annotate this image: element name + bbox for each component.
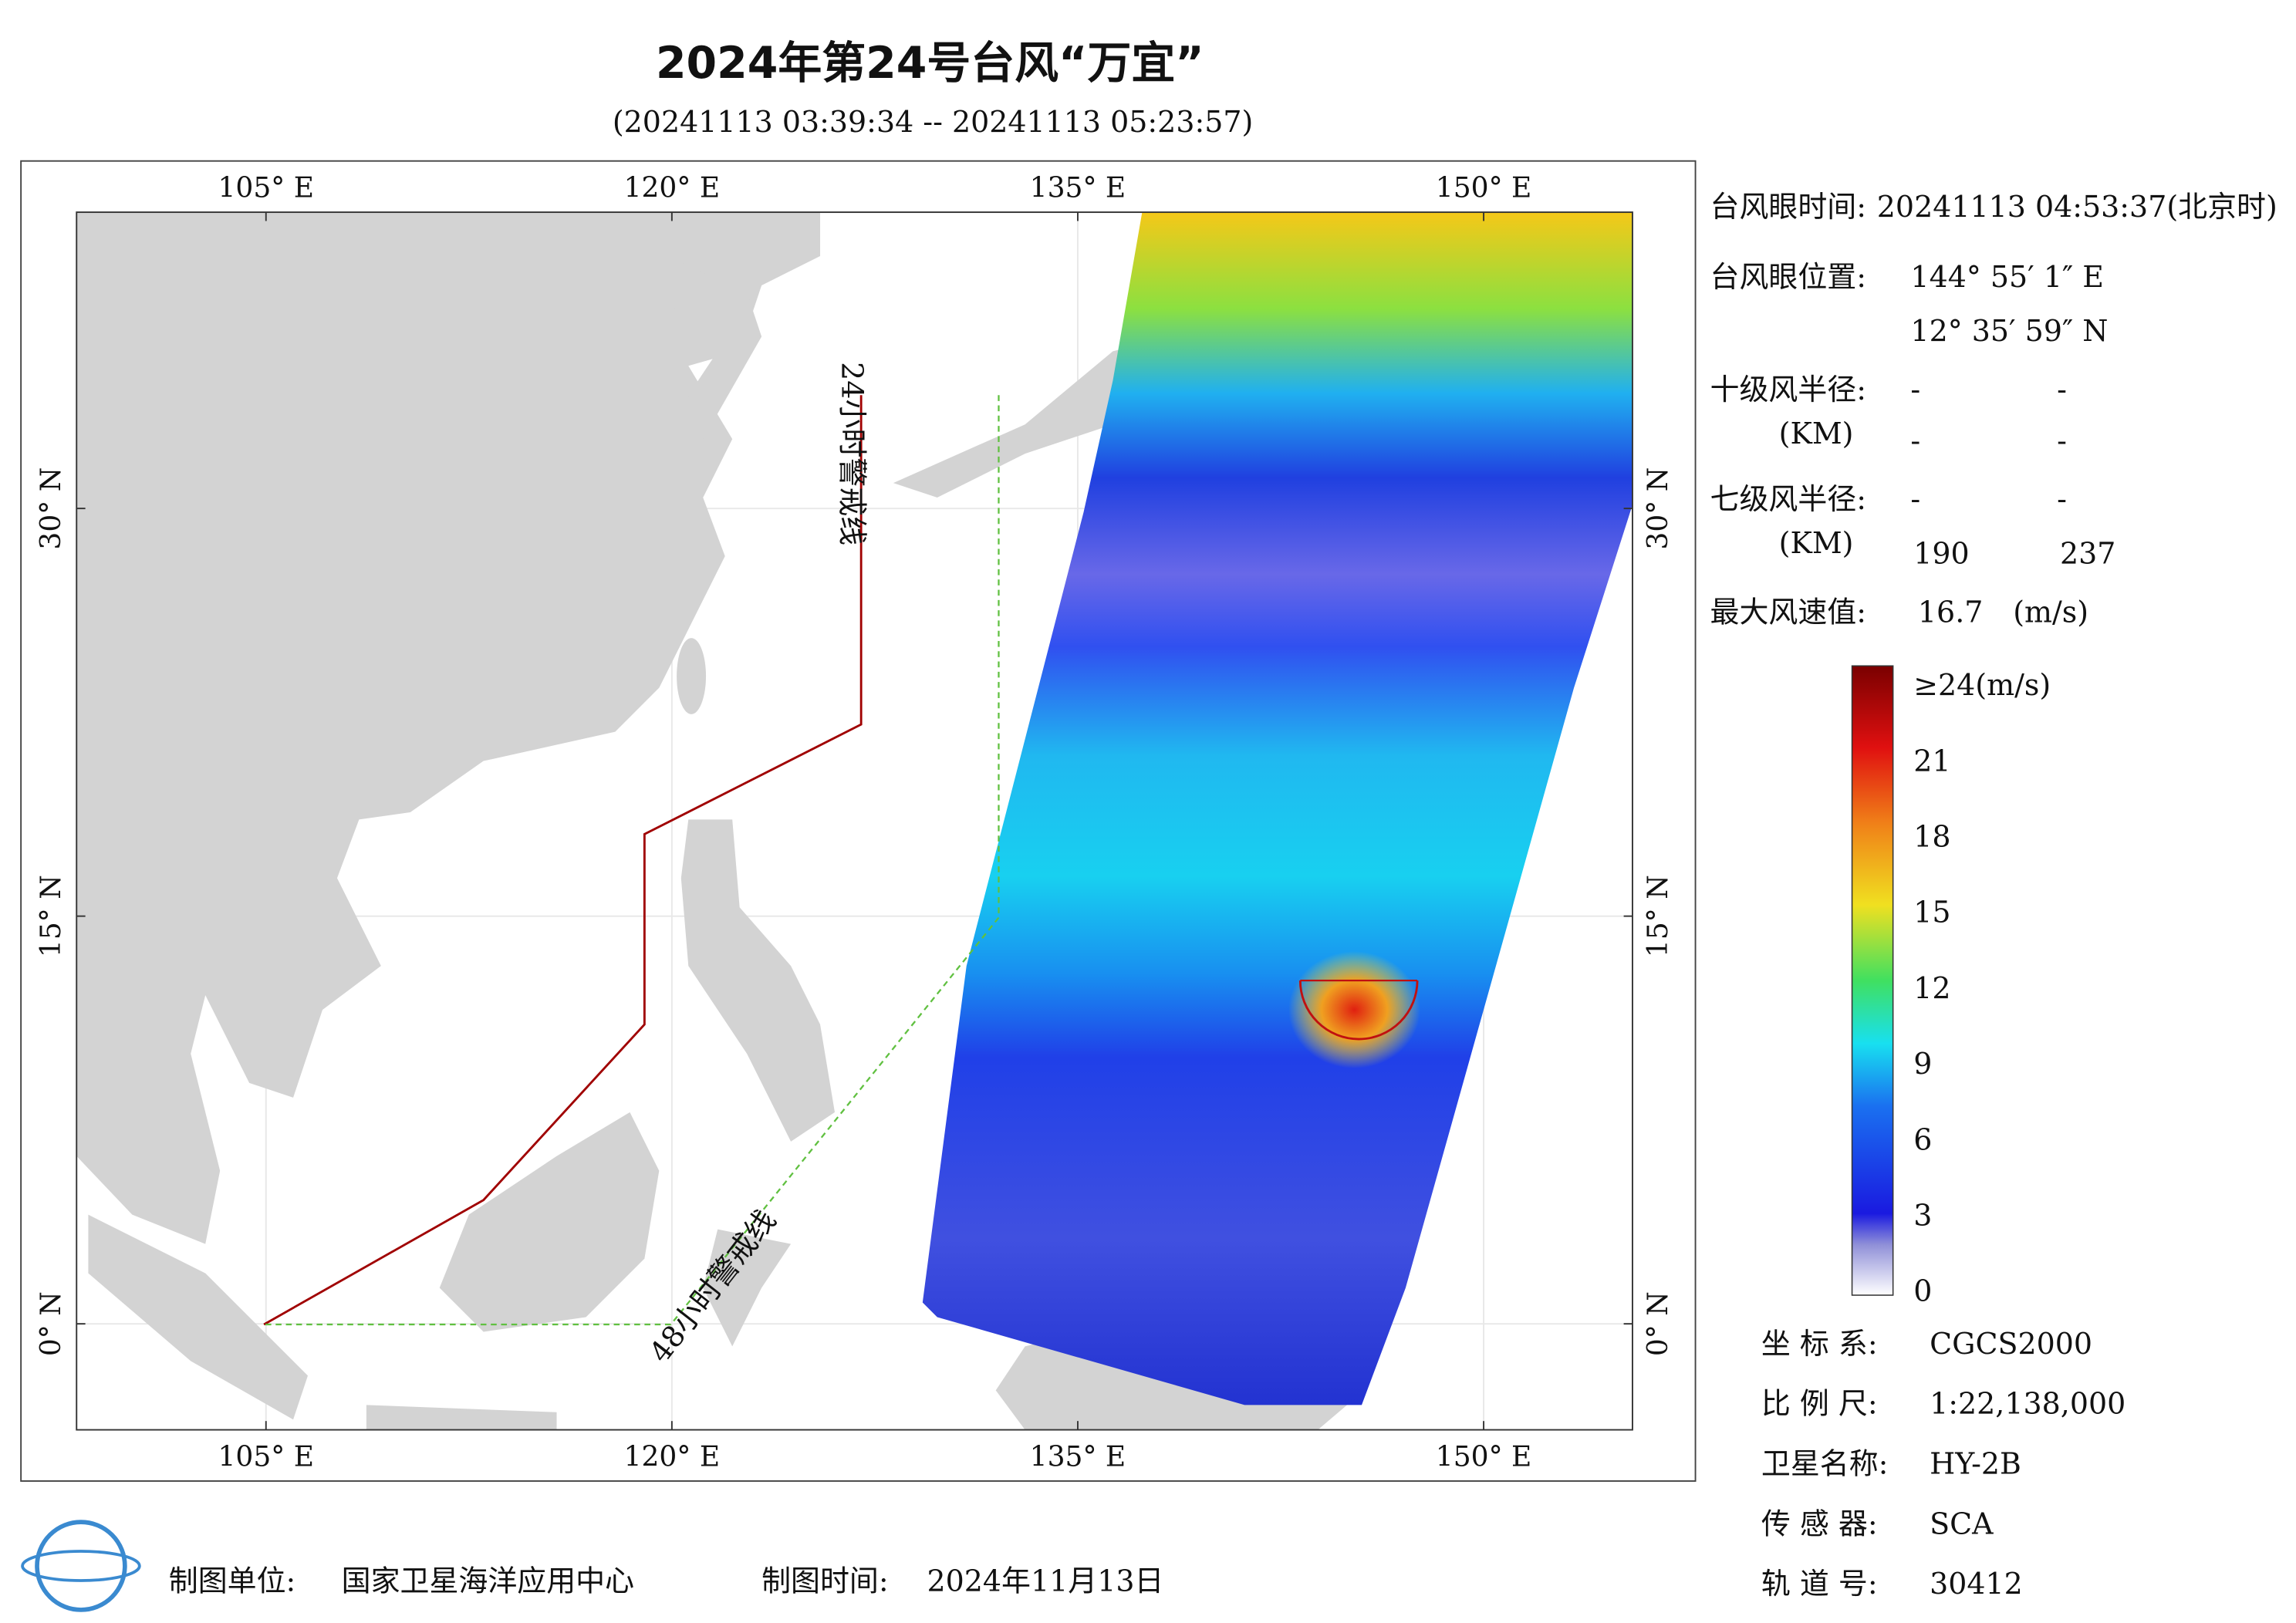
subtitle: (20241113 03:39:34 -- 20241113 05:23:57)	[613, 105, 1253, 139]
y-tick-label: 30° N	[35, 467, 67, 550]
x-tick-label: 135° E	[1030, 173, 1126, 204]
colorbar-label: 6	[1913, 1122, 1932, 1156]
logo-ring	[35, 1520, 127, 1612]
x-tick-label: 105° E	[218, 1442, 314, 1473]
x-tick-label: 120° E	[624, 173, 721, 204]
info-value: 144° 55′ 1″ E	[1910, 260, 2103, 294]
meta-label: 坐 标 系:	[1761, 1327, 1878, 1361]
info-label: (KM)	[1779, 417, 1854, 450]
meta-value: SCA	[1930, 1507, 1994, 1540]
info-panel: 台风眼时间: 20241113 04:53:37(北京时) 台风眼位置: 144…	[1710, 190, 2277, 629]
colorbar-label: 12	[1913, 971, 1950, 1005]
land	[677, 638, 707, 714]
info-value: -	[1910, 423, 1920, 457]
wind-swath	[922, 212, 1633, 1405]
meta-value: HY-2B	[1930, 1446, 2021, 1480]
land	[439, 1112, 660, 1332]
footer-value: 2024年11月13日	[927, 1564, 1164, 1598]
y-tick-label: 15° N	[35, 875, 67, 957]
x-tick-label: 120° E	[624, 1442, 721, 1473]
title: 2024年第24号台风“万宜”	[656, 38, 1204, 89]
y-tick-label: 0° N	[35, 1291, 67, 1356]
wind-radius	[1298, 980, 1419, 1041]
meta-value: 1:22,138,000	[1930, 1387, 2125, 1421]
land	[703, 1229, 792, 1347]
y-tick-label: 15° N	[1643, 875, 1674, 957]
info-label: 十级风半径:	[1710, 373, 1866, 407]
info-label: (KM)	[1779, 526, 1854, 560]
info-value: 190	[1913, 536, 1969, 570]
map-frame	[20, 160, 1697, 1482]
map-border	[76, 211, 1633, 1431]
colorbar-label: 0	[1913, 1274, 1932, 1308]
colorbar-label: 21	[1913, 744, 1950, 778]
info-value: -	[2057, 482, 2067, 516]
info-label: 台风眼时间:	[1710, 190, 1866, 224]
colorbar	[1851, 665, 1894, 1296]
meta-label: 传 感 器:	[1761, 1507, 1878, 1540]
y-tick-label: 0° N	[1643, 1291, 1674, 1356]
x-tick-label: 150° E	[1436, 173, 1532, 204]
info-value: -	[2057, 423, 2067, 457]
warning-line-24h	[263, 395, 863, 1326]
colorbar-label: ≥24(m/s)	[1913, 668, 2051, 702]
info-value: 237	[2060, 536, 2115, 570]
info-value: -	[1910, 482, 1920, 516]
info-value: -	[2057, 373, 2067, 407]
footer-label: 制图单位:	[169, 1564, 296, 1598]
logo-orbit	[21, 1550, 141, 1582]
info-value: 20241113 04:53:37(北京时)	[1877, 190, 2277, 224]
footer-label: 制图时间:	[761, 1564, 889, 1598]
colorbar-label: 9	[1913, 1047, 1932, 1081]
land	[680, 819, 835, 1142]
meta-value: 30412	[1930, 1567, 2023, 1601]
meta-label: 卫星名称:	[1761, 1446, 1889, 1480]
info-value: 12° 35′ 59″ N	[1910, 314, 2108, 348]
y-tick-label: 30° N	[1643, 467, 1674, 550]
info-label: 七级风半径:	[1710, 482, 1866, 516]
info-value: 16.7	[1918, 595, 1983, 629]
footer-value: 国家卫星海洋应用中心	[342, 1564, 634, 1598]
map: 24小时警戒线 48小时警戒线	[76, 212, 1633, 1430]
land	[88, 1214, 309, 1420]
colorbar-label: 15	[1913, 896, 1950, 930]
land	[366, 1405, 557, 1430]
meta-label: 比 例 尺:	[1761, 1387, 1878, 1421]
land	[76, 212, 821, 1244]
info-value: -	[1910, 373, 1920, 407]
x-tick-label: 105° E	[218, 173, 314, 204]
x-tick-label: 150° E	[1436, 1442, 1532, 1473]
logo	[21, 1520, 141, 1612]
info-value: (m/s)	[2013, 595, 2088, 629]
info-label: 最大风速值:	[1710, 595, 1866, 629]
x-tick-label: 135° E	[1030, 1442, 1126, 1473]
warning-label: 24小时警戒线	[835, 362, 869, 545]
colorbar-label: 3	[1913, 1198, 1932, 1232]
meta-value: CGCS2000	[1930, 1327, 2092, 1361]
meta-label: 轨 道 号:	[1761, 1567, 1878, 1601]
warning-line-48h	[264, 395, 1000, 1326]
info-label: 台风眼位置:	[1710, 260, 1866, 294]
colorbar-label: 18	[1913, 820, 1950, 854]
